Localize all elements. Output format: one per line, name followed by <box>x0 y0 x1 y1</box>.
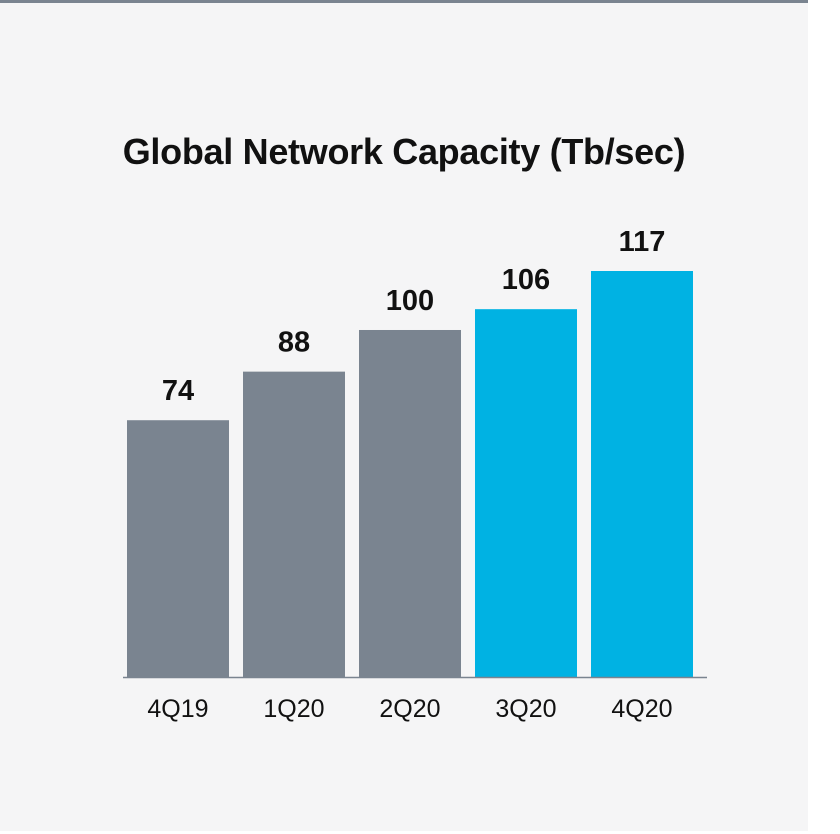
x-tick-4q19: 4Q19 <box>147 695 208 723</box>
x-tick-4q20: 4Q20 <box>611 695 672 723</box>
x-tick-3q20: 3Q20 <box>495 695 556 723</box>
x-tick-labels-layer: 4Q19 1Q20 2Q20 3Q20 4Q20 <box>147 695 672 723</box>
bar-3q20 <box>475 309 577 677</box>
chart-panel: Global Network Capacity (Tb/sec) 74 88 100… <box>0 0 808 723</box>
value-label-2q20: 100 <box>386 285 434 317</box>
value-label-1q20: 88 <box>278 327 310 359</box>
bar-1q20 <box>243 371 345 677</box>
x-tick-1q20: 1Q20 <box>263 695 324 723</box>
chart-title: Global Network Capacity (Tb/sec) <box>122 131 686 172</box>
bar-chart: 74 88 100 106 117 4Q19 1Q20 2Q20 3Q20 4Q20 <box>123 226 707 723</box>
value-label-4q20: 117 <box>619 226 666 258</box>
bar-2q20 <box>359 329 461 677</box>
value-label-3q20: 106 <box>502 264 550 296</box>
value-labels-layer: 74 88 100 106 117 <box>162 226 666 407</box>
bar-4q19 <box>127 420 229 677</box>
x-tick-2q20: 2Q20 <box>379 695 440 723</box>
bars-layer <box>127 271 693 677</box>
value-label-4q19: 74 <box>162 375 194 407</box>
bar-4q20 <box>591 271 693 677</box>
